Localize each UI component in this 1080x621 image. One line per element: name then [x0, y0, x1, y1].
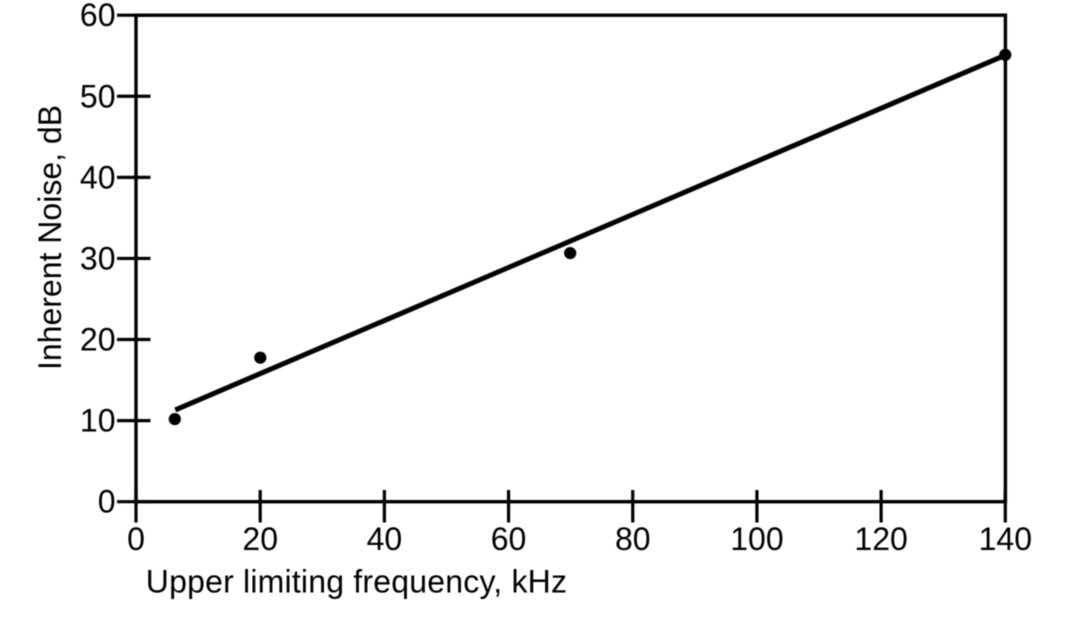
svg-text:40: 40	[80, 159, 116, 195]
svg-text:140: 140	[979, 521, 1032, 557]
svg-text:50: 50	[80, 78, 116, 114]
svg-text:0: 0	[127, 521, 145, 557]
svg-text:80: 80	[615, 521, 651, 557]
svg-text:Inherent Noise, dB: Inherent Noise, dB	[32, 105, 68, 370]
svg-text:60: 60	[491, 521, 527, 557]
svg-text:30: 30	[80, 241, 116, 277]
svg-text:60: 60	[80, 0, 116, 33]
svg-text:120: 120	[854, 521, 907, 557]
svg-text:0: 0	[98, 484, 116, 520]
svg-text:10: 10	[80, 403, 116, 439]
svg-text:20: 20	[80, 322, 116, 358]
svg-text:Upper limiting frequency, kHz: Upper limiting frequency, kHz	[146, 564, 567, 600]
svg-text:40: 40	[367, 521, 403, 557]
svg-text:100: 100	[730, 521, 783, 557]
svg-text:20: 20	[242, 521, 278, 557]
